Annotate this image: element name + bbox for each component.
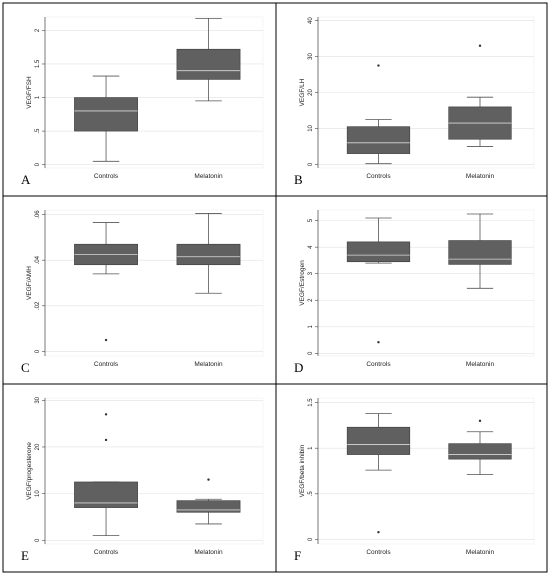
box-controls xyxy=(346,241,411,263)
x-category-label: Controls xyxy=(366,549,391,556)
box-controls xyxy=(346,426,411,455)
y-tick-label: 20 xyxy=(308,89,314,96)
plot-area xyxy=(317,209,535,357)
y-tick-label: 0 xyxy=(308,351,314,355)
plot-area xyxy=(44,16,264,169)
x-category-label: Controls xyxy=(366,361,391,368)
outlier-point xyxy=(207,478,210,481)
box-melatonin xyxy=(176,243,241,266)
outlier-point xyxy=(104,338,108,342)
y-tick-label: 0 xyxy=(35,349,41,353)
y-tick-label: 2 xyxy=(35,28,41,32)
plot-area xyxy=(44,209,264,357)
panel-letter: D xyxy=(294,360,303,375)
y-tick-label: 30 xyxy=(308,53,314,60)
y-axis-title: VEGF/LH xyxy=(299,78,306,106)
outlier-point xyxy=(478,44,482,47)
box-controls xyxy=(346,126,411,154)
box-controls xyxy=(74,481,138,508)
box-controls xyxy=(74,97,138,132)
y-tick-label: 0 xyxy=(308,537,314,541)
box-melatonin xyxy=(448,240,512,265)
outlier-point xyxy=(104,413,108,416)
x-category-label: Controls xyxy=(94,549,119,556)
y-tick-label: 1.5 xyxy=(308,398,314,407)
y-tick-label: 1 xyxy=(35,95,41,99)
y-axis-title: VEGF/AMH xyxy=(26,266,33,300)
y-tick-label: 40 xyxy=(308,17,314,24)
x-category-label: Melatonin xyxy=(194,549,223,556)
y-tick-label: 5 xyxy=(308,218,314,222)
y-tick-label: .5 xyxy=(308,491,314,497)
x-category-label: Melatonin xyxy=(466,549,495,556)
plot-area xyxy=(44,397,264,545)
box-melatonin xyxy=(176,48,241,80)
y-tick-label: 1.5 xyxy=(35,59,41,68)
y-tick-label: 10 xyxy=(308,124,314,131)
y-tick-label: 0 xyxy=(35,162,41,166)
x-category-label: Melatonin xyxy=(194,173,223,180)
x-category-label: Melatonin xyxy=(194,361,223,368)
x-category-label: Controls xyxy=(94,361,119,368)
plot-area xyxy=(317,397,535,545)
panel-c: 0 .02 .04 .06 VEGF/AMH Controls Melatonin C xyxy=(21,209,264,375)
outlier-point xyxy=(478,419,482,423)
x-category-label: Controls xyxy=(366,173,391,180)
y-axis-title: VEGF/FSH xyxy=(26,76,33,109)
panel-letter: C xyxy=(21,360,30,375)
panel-letter: B xyxy=(294,172,303,187)
y-tick-label: 3 xyxy=(308,271,314,275)
panel-d: 0 1 2 3 4 5 VEGF/Estrogen Controls Melatonin D xyxy=(294,209,535,375)
y-axis-title: VEGF/beta inhibin xyxy=(299,444,306,497)
panel-e: 0 10 20 30 VEGF/progesterone Controls Melatoni… xyxy=(21,396,264,563)
outlier-point xyxy=(377,530,380,534)
panel-f: 0 .5 1 1.5 VEGF/beta inhibin Controls Melatoni… xyxy=(294,397,535,563)
y-tick-label: 2 xyxy=(308,298,314,302)
x-category-label: Melatonin xyxy=(466,173,495,180)
y-tick-label: .02 xyxy=(35,301,41,310)
panel-letter: E xyxy=(21,548,29,563)
panel-a: 0 .5 1 1.5 2 VEGF/FSH Controls Melatonin A xyxy=(21,16,264,187)
outlier-point xyxy=(104,438,108,442)
y-tick-label: 1 xyxy=(308,446,314,450)
y-tick-label: 10 xyxy=(35,490,41,497)
y-tick-label: 4 xyxy=(308,245,314,249)
outlier-point xyxy=(377,64,380,67)
box-melatonin xyxy=(448,443,512,460)
y-tick-label: 0 xyxy=(35,538,41,542)
y-tick-label: 1 xyxy=(308,324,314,328)
y-tick-label: 20 xyxy=(35,443,41,450)
box-melatonin xyxy=(176,500,241,513)
y-tick-label: 30 xyxy=(35,396,41,403)
panel-letter: A xyxy=(21,172,31,187)
y-axis-title: VEGF/progesterone xyxy=(26,442,33,500)
x-category-label: Controls xyxy=(94,173,119,180)
y-tick-label: .06 xyxy=(35,210,41,219)
panel-letter: F xyxy=(294,548,301,563)
x-category-label: Melatonin xyxy=(466,361,495,368)
panel-b: 0 10 20 30 40 VEGF/LH Controls Melatonin B xyxy=(294,17,535,187)
y-tick-label: .04 xyxy=(35,255,41,264)
y-tick-label: 0 xyxy=(308,162,314,166)
y-axis-title: VEGF/Estrogen xyxy=(299,260,306,306)
outlier-point xyxy=(377,340,380,344)
y-tick-label: .5 xyxy=(35,128,41,134)
